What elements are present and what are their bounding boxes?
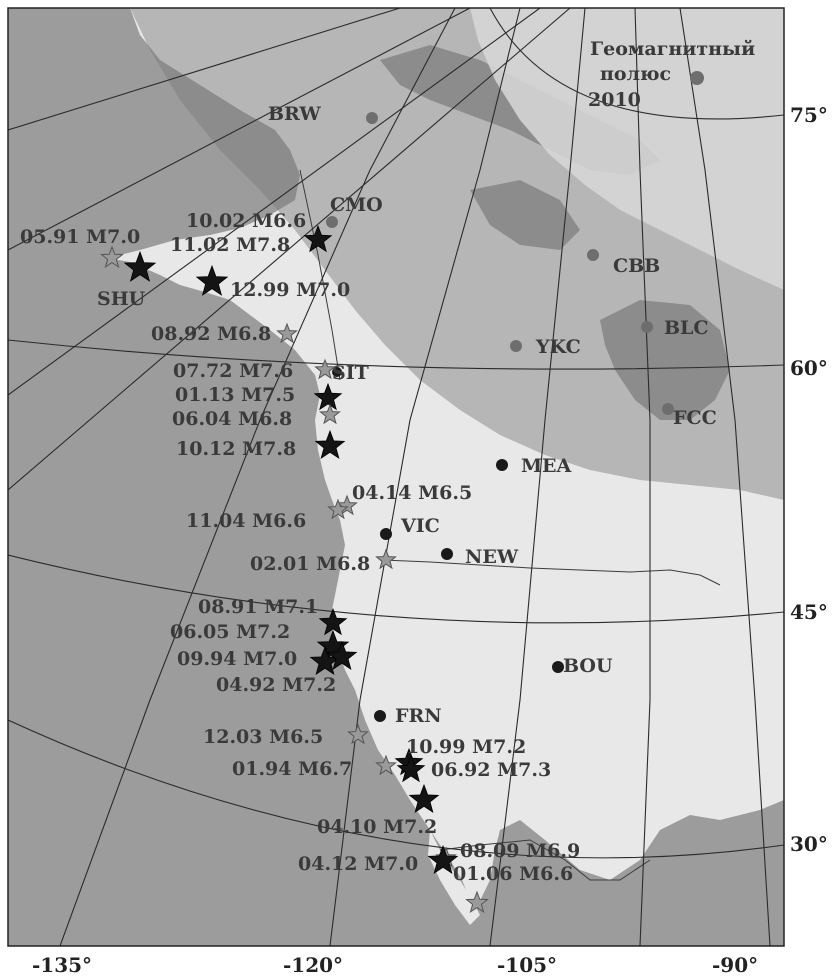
geomagnetic-pole-label-3: 2010 (588, 89, 641, 111)
earthquake-star-12-03-m6-5 (347, 723, 369, 745)
earthquake-label-01-94-m6-7: 01.94 M6.7 (232, 758, 352, 780)
earthquake-star-05-91-m7-0 (100, 245, 124, 269)
earthquake-label-10-12-m7-8: 10.12 M7.8 (176, 438, 296, 460)
station-mea-label: MEA (521, 455, 572, 477)
arctic-channels-2 (470, 180, 580, 250)
lon-label-90: -90° (712, 953, 758, 977)
station-fcc-marker (662, 403, 674, 415)
earthquake-label-12-99-m7-0: 12.99 M7.0 (230, 279, 350, 301)
earthquake-star-08-91-m7-1 (318, 607, 348, 636)
station-brw-label: BRW (268, 103, 321, 125)
earthquake-star-04-92-m7-2 (326, 640, 358, 671)
border-us-mexico (439, 839, 651, 881)
station-ykc-marker (510, 340, 522, 352)
earthquake-star-10-12-m7-8 (314, 429, 346, 460)
earthquake-label-11-02-m7-8: 11.02 M7.8 (170, 234, 290, 256)
earthquake-star-04-10-m7-2 (408, 783, 440, 814)
meridians (8, 8, 771, 946)
station-sit-marker (332, 367, 342, 377)
station-frn-label: FRN (395, 705, 442, 727)
earthquake-star-12-99-m7-0 (195, 264, 229, 296)
earthquake-label-07-72-m7-6: 07.72 M7.6 (173, 360, 293, 382)
earthquake-star-10-02-m6-6 (303, 224, 333, 253)
station-cmo-marker (326, 216, 338, 228)
lon-label-135: -135° (32, 953, 92, 977)
earthquake-label-06-05-m7-2: 06.05 M7.2 (170, 621, 290, 643)
station-bou-label: BOU (563, 655, 613, 677)
earthquake-label-10-02-m6-6: 10.02 M6.6 (186, 210, 306, 232)
map-frame (7, 7, 785, 947)
earthquake-label-01-13-m7-5: 01.13 M7.5 (175, 384, 295, 406)
earthquake-star-08-92-m6-8 (276, 322, 298, 344)
station-fcc-label: FCC (673, 407, 717, 429)
earthquake-label-04-14-m6-5: 04.14 M6.5 (352, 482, 472, 504)
earthquake-star-01-13-m7-5 (313, 382, 343, 411)
stations: BRW CMO SHU CBB BLC YKC SIT FCC MEA VIC … (97, 103, 717, 727)
station-cbb-marker (587, 249, 599, 261)
hudson-bay (600, 300, 730, 420)
earthquake-label-09-94-m7-0: 09.94 M7.0 (177, 648, 297, 670)
station-vic-label: VIC (400, 515, 440, 537)
earthquake-star-02-01-m6-8 (375, 548, 397, 570)
earthquake-label-08-09-m6-9: 08.09 M6.9 (460, 840, 580, 862)
station-shu-label: SHU (97, 288, 146, 310)
lon-label-120: -120° (283, 953, 343, 977)
earthquake-label-01-06-m6-6: 01.06 M6.6 (453, 863, 573, 885)
earthquake-label-04-10-m7-2: 04.10 M7.2 (317, 816, 437, 838)
border-canada-alaska (299, 169, 341, 381)
earthquake-star-04-12-m7-0 (427, 844, 459, 875)
station-blc-marker (641, 321, 653, 333)
lat-label-45: 45° (790, 600, 828, 624)
station-new-label: NEW (465, 546, 519, 568)
station-frn-marker (374, 710, 386, 722)
land-north-america (108, 8, 784, 905)
earthquake-star-04-14-m6-5 (336, 494, 358, 516)
earthquake-label-10-99-m7-2: 10.99 M7.2 (406, 736, 526, 758)
lat-label-60: 60° (790, 356, 828, 380)
earthquake-label-11-04-m6-6: 11.04 M6.6 (186, 510, 306, 532)
geomagnetic-pole-label-2: полюс (600, 63, 671, 85)
station-bou-marker (552, 661, 564, 673)
station-blc-label: BLC (664, 317, 709, 339)
earthquake-label-04-92-m7-2: 04.92 M7.2 (216, 674, 336, 696)
station-new-marker (441, 548, 453, 560)
geomagnetic-pole-label-1: Геомагнитный (590, 38, 755, 60)
earthquake-star-11-04-m6-6 (327, 498, 349, 520)
earthquake-star-11-02-m7-8 (123, 250, 157, 282)
parallels (8, 8, 784, 859)
station-vic-marker (380, 528, 392, 540)
lat-label-30: 30° (790, 832, 828, 856)
station-cmo-label: CMO (330, 194, 383, 216)
station-brw-marker (366, 112, 378, 124)
station-ykc-label: YKC (535, 336, 581, 358)
earthquake-star-06-92-m7-3 (396, 754, 426, 783)
earthquake-label-06-92-m7-3: 06.92 M7.3 (431, 759, 551, 781)
lat-label-75: 75° (790, 103, 828, 127)
earthquake-star-06-04-m6-8 (319, 403, 341, 425)
earthquake-layer: 05.91 M7.0 10.02 M6.611.02 M7.8 12.99 M7.0… (20, 210, 580, 914)
earthquake-label-05-91-m7-0: 05.91 M7.0 (20, 226, 140, 248)
polar-cap (470, 8, 784, 290)
earthquake-label-08-92-m6-8: 08.92 M6.8 (151, 323, 271, 345)
earthquake-star-07-72-m7-6 (314, 358, 336, 380)
earthquake-label-06-04-m6-8: 06.04 M6.8 (172, 408, 292, 430)
station-sit-label: SIT (332, 362, 369, 384)
earthquake-label-02-01-m6-8: 02.01 M6.8 (250, 553, 370, 575)
border-canada-us (382, 559, 721, 586)
earthquake-label-12-03-m6-5: 12.03 M6.5 (203, 726, 323, 748)
gulf-of-mexico (600, 845, 784, 946)
earthquake-star-01-06-m6-6 (465, 890, 489, 914)
earthquake-label-04-12-m7-0: 04.12 M7.0 (298, 853, 418, 875)
lon-label-105: -105° (497, 953, 557, 977)
station-mea-marker (496, 459, 508, 471)
station-cbb-label: CBB (613, 255, 660, 277)
earthquake-label-08-91-m7-1: 08.91 M7.1 (198, 596, 318, 618)
geomagnetic-pole-marker (690, 71, 704, 85)
earthquake-star-01-94-m6-7 (375, 754, 397, 776)
